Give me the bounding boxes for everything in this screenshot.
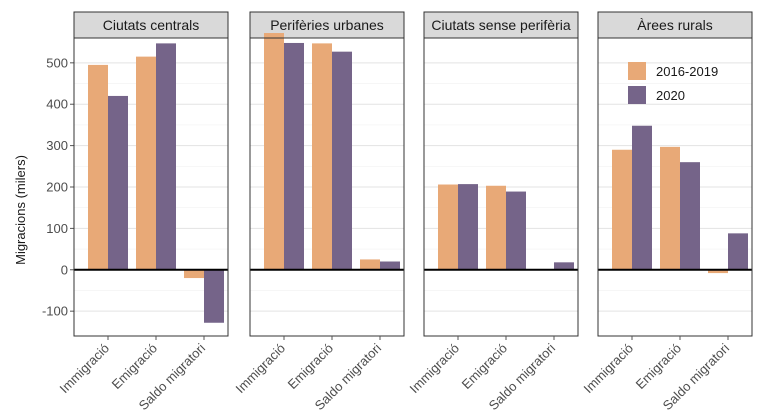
panel-3: Ciutats sense perifèriaImmigracióEmigrac… [407, 11, 579, 413]
legend-label: 2016-2019 [656, 64, 718, 79]
y-tick-label: 300 [46, 138, 68, 153]
bar [332, 51, 352, 270]
bar [312, 43, 332, 270]
bar [612, 149, 632, 270]
legend-key [628, 86, 646, 104]
y-tick-label: 500 [46, 55, 68, 70]
bar [680, 162, 700, 270]
bar [632, 125, 652, 270]
panel-1: Ciutats centralsImmigracióEmigracióSaldo… [57, 11, 229, 413]
bar [264, 33, 284, 270]
panel-title: Perifèries urbanes [270, 17, 384, 33]
x-tick-label: Immigració [233, 341, 289, 397]
panel-2: Perifèries urbanesImmigracióEmigracióSal… [233, 11, 405, 413]
panel-strip [597, 11, 753, 39]
panel-title: Àrees rurals [637, 17, 712, 33]
bar [506, 191, 526, 270]
bar [184, 269, 204, 279]
bar [156, 43, 176, 270]
bar [728, 233, 748, 270]
bar [108, 95, 128, 270]
panel-border [73, 37, 229, 337]
bar [486, 185, 506, 270]
legend-label: 2020 [656, 88, 685, 103]
panel-border [597, 37, 753, 337]
legend-key [628, 62, 646, 80]
bar [554, 262, 574, 270]
y-tick-label: 200 [46, 180, 68, 195]
bar [360, 259, 380, 270]
y-tick-label: 400 [46, 97, 68, 112]
bar [458, 184, 478, 270]
x-tick-label: Immigració [57, 341, 113, 397]
panel-title: Ciutats sense perifèria [431, 17, 571, 33]
bar [204, 269, 224, 323]
x-tick-label: Immigració [581, 341, 637, 397]
bar [88, 64, 108, 270]
y-tick-label: 100 [46, 221, 68, 236]
y-axis-label: Migracions (milers) [13, 155, 28, 265]
bar [284, 42, 304, 270]
bar [438, 184, 458, 270]
y-tick-label: 0 [61, 262, 68, 277]
x-tick-label: Immigració [407, 341, 463, 397]
panels: -100 0 100 200 300 400 500 Ciutats centrals Immi… [42, 11, 753, 413]
panel-title: Ciutats centrals [103, 17, 199, 33]
legend: 2016-2019 2020 [628, 62, 718, 104]
bar [136, 56, 156, 270]
bar [708, 269, 728, 274]
bar [660, 146, 680, 270]
bar [380, 261, 400, 270]
y-tick-label: -100 [42, 304, 68, 319]
panel-border [249, 37, 405, 337]
panel-border [423, 37, 579, 337]
